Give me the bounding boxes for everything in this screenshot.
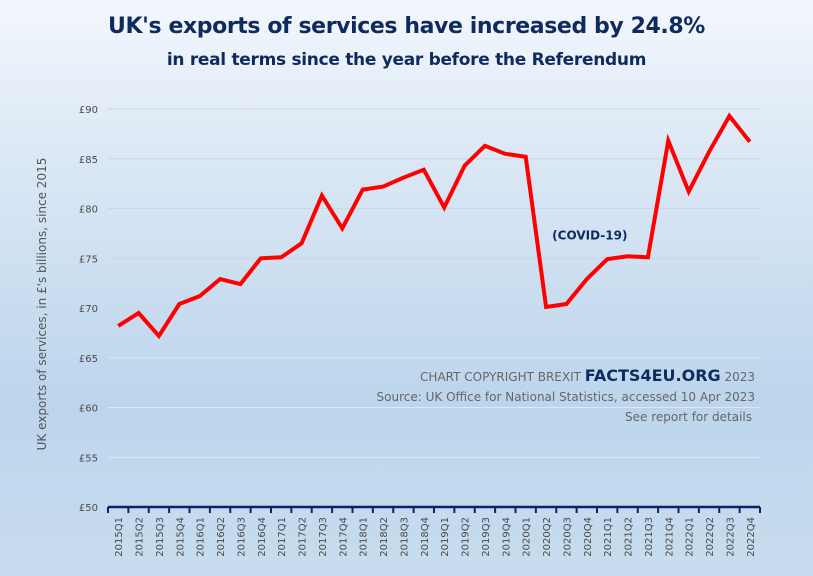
chart-credits: CHART COPYRIGHT BREXIT FACTS4EU.ORG 2023…: [377, 366, 755, 427]
x-tick-label: 2022Q2: [705, 517, 716, 557]
x-tick-label: 2021Q1: [603, 517, 614, 557]
y-tick-label: £55: [79, 453, 98, 464]
x-tick-label: 2015Q2: [135, 517, 146, 557]
x-tick-label: 2021Q2: [624, 517, 635, 557]
series-lines: [117, 112, 752, 340]
x-tick-label: 2019Q1: [440, 517, 451, 557]
annotations: (COVID-19): [552, 228, 627, 242]
x-tick-label: 2017Q3: [318, 517, 329, 557]
x-tick-label: 2020Q4: [583, 517, 594, 557]
x-tick-label: 2018Q1: [359, 517, 370, 557]
y-tick-label: £90: [79, 105, 98, 116]
y-axis-ticks: £50 £55 £60 £65 £70 £75 £80 £85 £90: [79, 105, 98, 514]
y-tick-label: £75: [79, 254, 98, 265]
x-tick-label: 2016Q1: [196, 517, 207, 557]
x-tick-label: 2022Q3: [725, 517, 736, 557]
covid-annotation: (COVID-19): [552, 228, 627, 242]
x-tick-label: 2017Q2: [298, 517, 309, 557]
x-tick-label: 2021Q3: [644, 517, 655, 557]
x-tick-label: 2016Q4: [257, 517, 268, 557]
x-axis: 2015Q1 2015Q2 2015Q3 2015Q4 2016Q1 2016Q2 2016…: [107, 505, 761, 557]
brand-name: FACTS4EU.ORG: [584, 366, 721, 385]
series-line: [117, 112, 752, 340]
x-tick-label: 2015Q1: [114, 517, 125, 557]
y-tick-label: £60: [79, 404, 98, 415]
gridlines: [108, 108, 760, 458]
x-tick-label: 2019Q2: [461, 517, 472, 557]
chart-title: UK's exports of services have increased …: [108, 14, 705, 39]
x-tick-label: 2022Q1: [685, 517, 696, 557]
copyright-line: CHART COPYRIGHT BREXIT FACTS4EU.ORG 2023: [377, 366, 755, 387]
x-tick-label: 2015Q3: [155, 517, 166, 557]
source-line: Source: UK Office for National Statistic…: [376, 390, 755, 404]
y-tick-label: £50: [79, 503, 98, 514]
x-tick-label: 2021Q4: [664, 517, 675, 557]
report-note: See report for details: [625, 410, 752, 424]
x-tick-label: 2019Q3: [481, 517, 492, 557]
x-tick-label: 2016Q3: [236, 517, 247, 557]
x-tick-label: 2020Q3: [562, 517, 573, 557]
x-tick-label: 2018Q3: [399, 517, 410, 557]
x-tick-label: 2018Q4: [420, 517, 431, 557]
x-tick-label: 2020Q2: [542, 517, 553, 557]
x-tick-label: 2017Q1: [277, 517, 288, 557]
x-tick-label: 2018Q2: [379, 517, 390, 557]
copyright-prefix: CHART COPYRIGHT BREXIT: [420, 370, 585, 384]
x-tick-label: 2015Q4: [175, 517, 186, 557]
x-tick-label: 2022Q4: [746, 517, 757, 557]
y-tick-label: £65: [79, 354, 98, 365]
y-axis-label: UK exports of services, in £'s billions,…: [35, 158, 49, 451]
copyright-year: 2023: [720, 370, 755, 384]
y-tick-label: £70: [79, 304, 98, 315]
x-tick-label: 2016Q2: [216, 517, 227, 557]
x-tick-label: 2020Q1: [522, 517, 533, 557]
x-tick-label: 2017Q4: [338, 517, 349, 557]
chart-subtitle: in real terms since the year before the …: [166, 50, 647, 70]
y-tick-label: £80: [79, 205, 98, 216]
y-tick-label: £85: [79, 155, 98, 166]
x-tick-label: 2019Q4: [501, 517, 512, 557]
